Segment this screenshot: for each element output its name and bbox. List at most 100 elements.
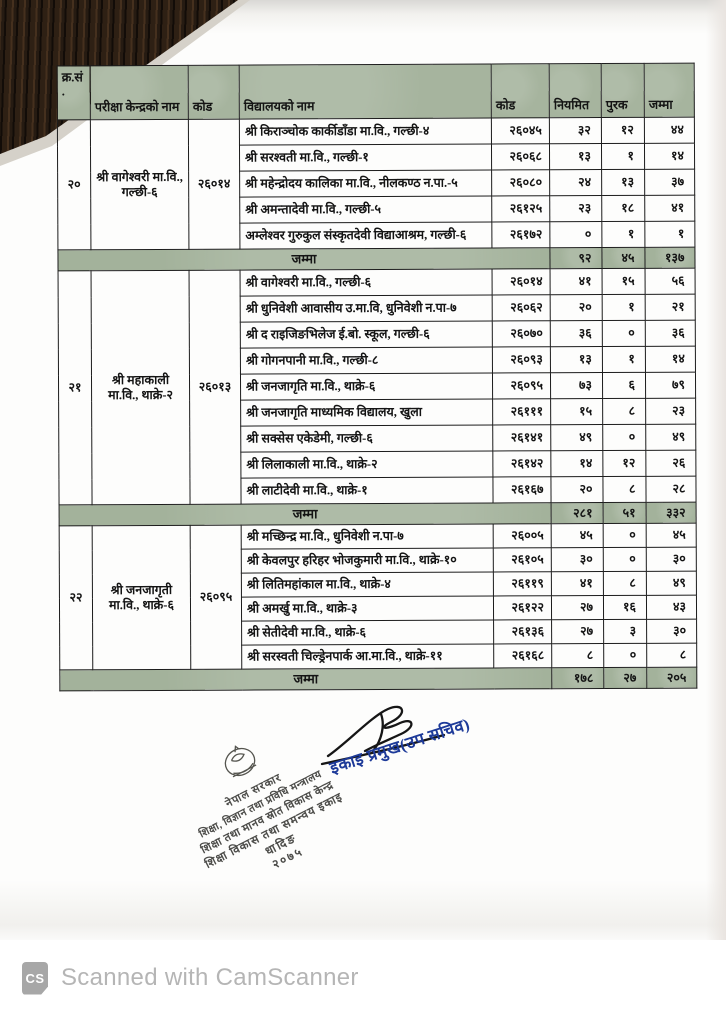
school-name-cell: श्री लाटीदेवी मा.वि., थाक्रे-१ [240,476,494,505]
table-header-row: क्र.सं. परीक्षा केन्द्रको नाम कोड विद्या… [57,63,695,120]
supplementary-count-cell: १३ [601,169,645,196]
group-total-sum: ३३२ [646,502,697,524]
school-row: २१ श्री महाकाली मा.वि., थाक्रे-२ २६०१३ श्री… [58,268,696,505]
school-name-cell: श्री वागेश्वरी मा.वि., गल्छी-६ [240,268,493,297]
school-name-cell: श्री धुनिवेशी आवासीय उ.मा.वि, धुनिवेशी न… [240,294,493,323]
total-count-cell: ४९ [646,571,697,596]
regular-count-cell: ३० [551,547,604,572]
center-code-cell: २६०९५ [190,525,242,670]
supplementary-count-cell: १६ [603,595,647,620]
center-code-cell: २६०१३ [189,270,242,505]
supplementary-count-cell: ० [603,523,647,548]
school-name-cell: श्री सरश्वती मा.वि., गल्छी-१ [239,143,492,172]
center-name-cell: श्री जनजागृती मा.वि., थाक्रे-६ [92,525,191,670]
stamp-line: २०७५ [269,844,306,872]
total-count-cell: ५६ [645,268,696,295]
header-center-code: कोड [188,65,240,120]
regular-count-cell: ३६ [550,320,603,347]
header-school-name: विद्यालयको नाम [239,63,492,120]
school-code-cell: २६०६२ [492,294,551,321]
total-count-cell: ३० [646,619,697,644]
regular-count-cell: ० [549,221,602,248]
total-count-cell: २१ [645,294,696,321]
regular-count-cell: १३ [549,143,602,170]
camscanner-footer-text: Scanned with CamScanner [61,964,359,991]
supplementary-count-cell: १ [602,346,646,373]
regular-count-cell: ४९ [550,424,603,451]
header-total: जम्मा [644,63,695,118]
school-code-cell: २६०६८ [491,143,550,170]
supplementary-count-cell: ० [603,547,647,572]
header-supplementary: पुरक [601,63,645,118]
regular-count-cell: २४ [549,169,602,196]
school-row: २२ श्री जनजागृती मा.वि., थाक्रे-६ २६०९५ श्र… [59,523,697,670]
school-name-cell: श्री गोगनपानी मा.वि., गल्छी-८ [240,346,493,375]
regular-count-cell: १३ [550,346,603,373]
total-count-cell: ३७ [644,169,695,196]
camscanner-footer: CS Scanned with CamScanner [22,958,359,998]
group-serial-cell: २० [57,119,91,250]
school-name-cell: श्री मच्छिन्द्र मा.वि., धुनिवेशी न.पा-७ [241,523,494,550]
total-count-cell: २८ [645,476,697,503]
total-count-cell: १४ [645,346,696,373]
school-code-cell: २६०९५ [492,372,551,399]
school-name-cell: श्री अमन्तादेवी मा.वि., गल्छी-५ [239,195,492,224]
total-count-cell: २३ [645,398,696,425]
stamp-line: शिक्षा विकास तथा समन्वय इकाइ [203,791,345,872]
school-code-cell: २६०९३ [492,346,551,373]
header-regular: नियमित [549,63,602,118]
group-total-supplementary: ५१ [603,502,647,524]
school-name-cell: श्री सेतीदेवी मा.वि., थाक्रे-६ [241,619,494,646]
regular-count-cell: १४ [550,450,603,477]
school-name-cell: अम्लेश्वर गुरुकुल संस्कृतदेवी विद्याआश्र… [239,221,492,250]
supplementary-count-cell: १ [601,143,645,170]
school-code-cell: २६१४१ [492,424,551,451]
school-code-cell: २६१६८ [493,643,552,668]
group-total-label: जम्मा [57,247,551,271]
school-name-cell: श्री लिलाकाली मा.वि., थाक्रे-२ [240,450,493,479]
school-code-cell: २६०४५ [491,117,550,144]
group-total-row: जम्मा २८१ ५१ ३३२ [59,502,697,526]
regular-count-cell: २७ [551,619,604,644]
regular-count-cell: ३२ [549,117,602,144]
school-name-cell: श्री अमर्खु मा.वि., थाक्रे-३ [241,595,494,622]
school-name-cell: श्री सरस्वती चिल्ड्रेनपार्क आ.मा.वि., था… [241,643,494,670]
group-total-sum: २०५ [646,667,697,689]
regular-count-cell: २३ [549,195,602,222]
school-code-cell: २६०७० [492,320,551,347]
group-total-sum: १३७ [644,247,696,269]
signature-scribble [320,705,446,766]
total-count-cell: १४ [644,143,695,170]
total-count-cell: ४३ [646,595,697,620]
school-name-cell: श्री किराञ्चोक कार्कीडाँडा मा.वि., गल्छी… [239,117,492,146]
school-code-cell: २६१३६ [493,619,552,644]
school-code-cell: २६१०५ [493,547,552,572]
total-count-cell: ४९ [645,424,696,451]
supplementary-count-cell: ६ [602,372,646,399]
group-total-regular: ९२ [549,247,603,269]
supplementary-count-cell: १ [601,221,645,248]
school-name-cell: श्री जनजागृति मा.वि., थाक्रे-६ [240,372,493,401]
group-total-label: जम्मा [59,667,552,691]
supplementary-count-cell: ३ [603,619,647,644]
regular-count-cell: ७३ [550,372,603,399]
regular-count-cell: ८ [551,643,604,668]
total-count-cell: ७९ [645,372,696,399]
supplementary-count-cell: ० [603,643,647,668]
school-code-cell: २६१७२ [491,221,550,248]
supplementary-count-cell: ० [602,424,646,451]
center-name-cell: श्री वागेश्वरी मा.वि., गल्छी-६ [90,119,189,250]
supplementary-count-cell: १८ [601,195,645,222]
total-count-cell: १ [644,221,695,248]
group-serial-cell: २२ [59,525,93,670]
scanned-page: क्र.सं. परीक्षा केन्द्रको नाम कोड विद्या… [0,0,726,940]
regular-count-cell: २० [550,294,603,321]
school-name-cell: श्री द राइजिङभिलेज ई.बो. स्कूल, गल्छी-६ [240,320,493,349]
school-code-cell: २६१२२ [493,595,552,620]
school-name-cell: श्री जनजागृति माध्यमिक विद्यालय, खुला [240,398,493,427]
supplementary-count-cell: १२ [602,450,646,477]
school-name-cell: श्री केवलपुर हरिहर भोजकुमारी मा.वि., थाक… [241,547,494,574]
total-count-cell: २६ [645,450,696,477]
school-name-cell: श्री सक्सेस एकेडेमी, गल्छी-६ [240,424,493,453]
group-total-regular: १७८ [551,667,604,689]
